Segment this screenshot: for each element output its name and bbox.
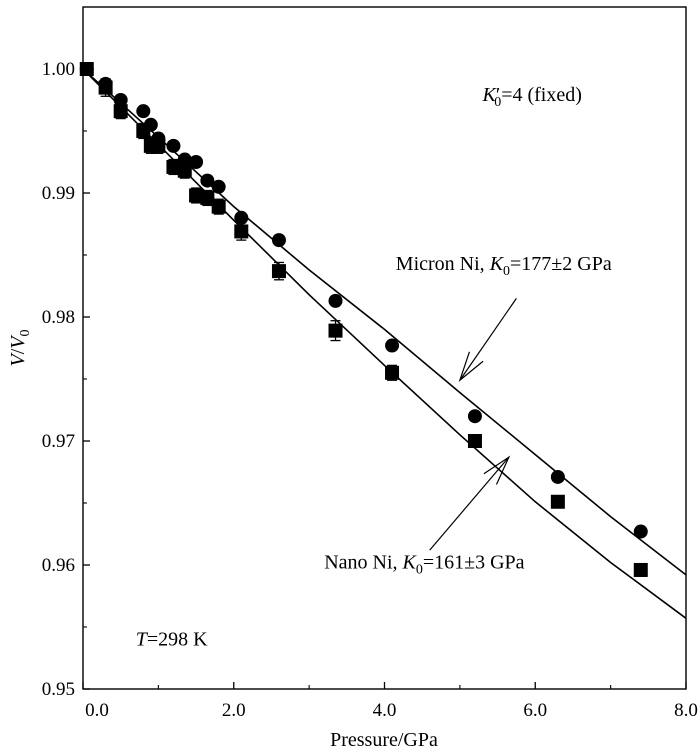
ticks: 0.0 2.0 4.0 6.0 8.0 0.95 0.96 0.97 0.98 0.99 1.00 <box>42 59 698 721</box>
micron-ni-point <box>189 155 204 169</box>
nano-ni-point <box>385 365 400 380</box>
micron-ni-point <box>550 469 565 484</box>
nano-ni-point <box>271 264 286 279</box>
nano-ni-point <box>211 199 226 214</box>
nano-ni-point <box>550 494 565 509</box>
y-axis-title: V/V0 <box>7 330 33 367</box>
y-tick-label: 0.97 <box>42 431 75 452</box>
nano-ni-point <box>79 62 94 76</box>
nano-arrow-head <box>483 455 511 485</box>
micron-ni-point <box>113 93 128 107</box>
micron-ni-point <box>271 233 286 248</box>
micron-ni-point <box>177 152 192 167</box>
nano-ni-point <box>234 224 249 239</box>
x-tick-label: 4.0 <box>373 700 397 721</box>
arrows <box>429 298 517 551</box>
x-tick-label: 0.0 <box>85 700 109 721</box>
x-axis-title: Pressure/GPa <box>330 729 438 751</box>
plot-frame <box>82 6 687 690</box>
micron-ni-point <box>166 138 181 153</box>
x-tick-label: 6.0 <box>523 700 547 721</box>
nano-ni-point <box>166 159 181 174</box>
micron-arrow-head <box>458 351 484 383</box>
micron-ni-point <box>633 524 648 539</box>
data-markers <box>79 62 648 577</box>
nano-ni-point <box>633 562 648 577</box>
nano-ni-point <box>136 124 151 138</box>
nano-ni-point <box>189 188 204 203</box>
annotation-micron-ni: Micron Ni, K0=177±2 GPa <box>396 253 612 279</box>
micron-ni-point <box>136 104 151 119</box>
nano-ni-point <box>151 138 166 153</box>
nano-ni-point <box>177 163 192 178</box>
nano-ni-point <box>113 104 128 119</box>
micron-ni-point <box>467 409 482 424</box>
nano-ni-point <box>467 434 482 448</box>
y-tick-label: 0.99 <box>42 183 75 204</box>
annotation-k-prime: K′0=4 (fixed) <box>481 84 581 110</box>
x-tick-label: 8.0 <box>674 700 698 721</box>
nano-arrow-shaft <box>429 456 510 551</box>
micron-ni-point <box>385 338 400 353</box>
nano-ni-point <box>200 190 215 205</box>
micron-ni-point <box>328 293 343 308</box>
y-tick-label: 0.96 <box>42 555 75 576</box>
annotation-temperature: T=298 K <box>136 629 208 651</box>
y-tick-label: 0.98 <box>42 307 75 328</box>
nano-ni-point <box>328 323 343 338</box>
micron-ni-point <box>211 179 226 194</box>
y-tick-label: 1.00 <box>42 59 75 80</box>
micron-ni-point <box>200 173 215 188</box>
y-tick-label: 0.95 <box>42 679 75 700</box>
micron-arrow-shaft <box>459 298 517 381</box>
annotation-nano-ni: Nano Ni, K0=161±3 GPa <box>324 552 524 578</box>
nano-ni-point <box>98 80 113 95</box>
x-tick-label: 2.0 <box>222 700 246 721</box>
micron-ni-point <box>234 210 249 225</box>
